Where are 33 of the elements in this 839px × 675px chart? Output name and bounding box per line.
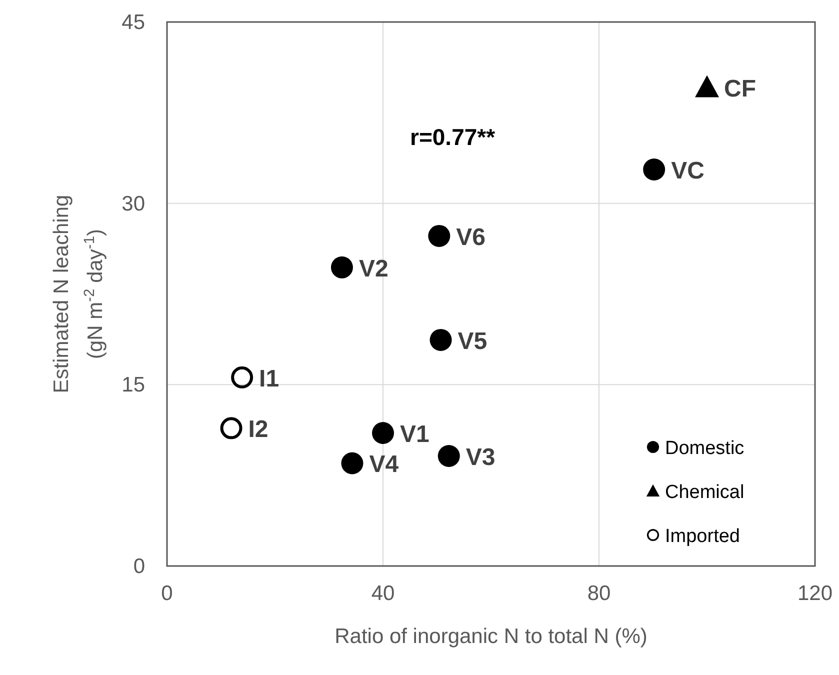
point xyxy=(695,75,719,98)
point xyxy=(438,444,460,467)
point xyxy=(428,224,450,247)
annotation: I2 xyxy=(248,416,268,444)
point xyxy=(220,417,242,440)
x-tick-label: 80 xyxy=(587,582,611,605)
point xyxy=(372,422,394,444)
legend-label: Imported xyxy=(665,526,740,547)
annotation: V3 xyxy=(466,444,496,471)
annotation: VC xyxy=(671,157,704,184)
y-tick-label: 45 xyxy=(122,11,145,34)
point xyxy=(330,256,353,278)
annotation: V5 xyxy=(458,328,488,355)
point xyxy=(231,366,254,388)
point xyxy=(341,452,364,474)
legend-label: Chemical xyxy=(665,482,744,503)
annotation: CF xyxy=(724,75,756,102)
x-axis-title: Ratio of inorganic N to total N (%) xyxy=(334,625,648,648)
annotation: V4 xyxy=(369,451,400,478)
annotation: V1 xyxy=(400,421,430,448)
y-tick-label: 30 xyxy=(122,192,145,216)
y-tick-label: 0 xyxy=(133,555,145,578)
x-tick-label: 40 xyxy=(371,582,395,605)
legend-label: Domestic xyxy=(665,438,744,459)
x-tick-label: 0 xyxy=(161,582,173,605)
annotation: r=0.77** xyxy=(410,124,496,150)
point xyxy=(430,328,452,351)
annotation: V6 xyxy=(456,224,486,251)
annotation: I1 xyxy=(259,365,280,392)
point xyxy=(643,158,666,180)
annotation: V2 xyxy=(358,255,388,282)
y-tick-label: 15 xyxy=(122,374,145,397)
x-tick-label: 120 xyxy=(797,582,833,605)
